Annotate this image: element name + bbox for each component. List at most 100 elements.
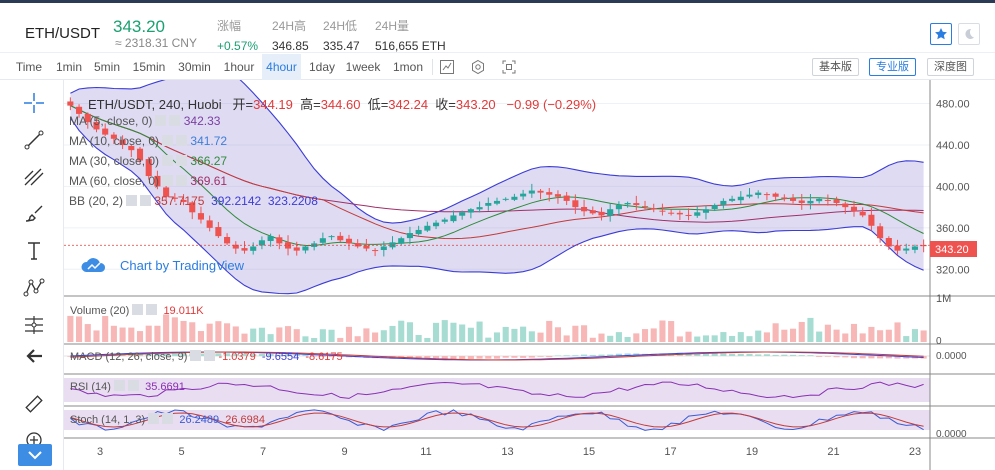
macd-histogram-bar	[798, 355, 805, 356]
gear-icon[interactable]	[162, 155, 174, 166]
gear-icon[interactable]	[113, 380, 125, 391]
candle-body	[311, 243, 318, 247]
basic-view-button[interactable]: 基本版	[812, 58, 859, 76]
symbol-info[interactable]: ETH/USDT, 240, Huobi	[88, 97, 222, 112]
volume-bar	[67, 315, 74, 342]
timeframe-1hour[interactable]: 1hour	[223, 60, 255, 74]
chart-type-button[interactable]	[438, 58, 456, 76]
stat-value: +0.57%	[217, 39, 259, 53]
favorite-button[interactable]	[930, 23, 952, 45]
volume-bar	[189, 322, 196, 342]
volume-bar	[772, 323, 779, 342]
timeframe-1week[interactable]: 1week	[345, 60, 381, 74]
close-icon[interactable]	[169, 115, 181, 126]
close-icon[interactable]	[176, 175, 188, 186]
rsi-legend[interactable]: RSI (14) 35.6691	[70, 380, 185, 393]
gear-icon[interactable]	[132, 304, 144, 315]
close-icon[interactable]	[204, 350, 216, 361]
gear-icon[interactable]	[148, 413, 160, 424]
candle-body	[659, 210, 666, 212]
volume-bar	[720, 332, 727, 342]
crosshair-tool[interactable]	[20, 89, 48, 117]
candle-body	[781, 197, 788, 199]
ma5-legend[interactable]: MA (5, close, 0) 342.33	[69, 114, 220, 128]
volume-bar	[197, 331, 205, 342]
tradingview-watermark[interactable]: Chart by TradingView	[80, 256, 244, 274]
text-tool[interactable]	[20, 237, 48, 265]
back-button[interactable]	[20, 342, 48, 370]
candle-body	[171, 197, 178, 199]
volume-bar	[128, 327, 135, 342]
theme-toggle-button[interactable]	[958, 23, 980, 45]
settings-button[interactable]	[469, 58, 487, 76]
macd-histogram-bar	[572, 355, 579, 356]
macd-histogram-bar	[563, 355, 570, 356]
timeframe-1min[interactable]: 1min	[55, 60, 82, 74]
candle-body	[493, 200, 501, 204]
macd-histogram-bar	[145, 353, 152, 356]
bb-basis: 357.7175	[154, 194, 205, 208]
candle-body	[267, 236, 274, 242]
time-axis-label: 21	[827, 446, 839, 458]
macd-histogram-bar	[685, 353, 692, 356]
close-icon[interactable]	[176, 155, 188, 166]
close-icon[interactable]	[146, 304, 158, 315]
gear-icon[interactable]	[190, 350, 202, 361]
depth-view-button[interactable]: 深度图	[927, 58, 974, 76]
bb-legend[interactable]: BB (20, 2) 357.7175 392.2142 323.2208	[69, 194, 318, 208]
close-icon[interactable]	[140, 195, 152, 206]
fib-tool[interactable]	[20, 163, 48, 191]
ma60-legend[interactable]: MA (60, close, 0) 369.61	[69, 174, 227, 188]
pattern-tool[interactable]	[20, 274, 48, 302]
timeframe-5min[interactable]: 5min	[93, 60, 120, 74]
ruler-tool[interactable]	[20, 390, 48, 418]
ma-name: MA (30, close, 0)	[69, 154, 160, 168]
gear-icon[interactable]	[162, 175, 174, 186]
fullscreen-button[interactable]	[500, 58, 518, 76]
candle-body	[720, 200, 727, 206]
ma10-legend[interactable]: MA (10, close, 0) 341.72	[69, 134, 227, 148]
gear-icon[interactable]	[126, 195, 138, 206]
measure-tool[interactable]	[20, 311, 48, 339]
pair-name[interactable]: ETH/USDT	[25, 25, 100, 42]
macd-legend[interactable]: MACD (12, 26, close, 9) -1.0379 -9.6554 …	[70, 350, 343, 363]
volume-bar	[293, 329, 300, 342]
close-icon[interactable]	[162, 413, 174, 424]
macd-histogram-bar	[136, 353, 144, 356]
ma30-legend[interactable]: MA (30, close, 0) 366.27	[69, 154, 227, 168]
current-price-label: 343.20	[935, 244, 969, 256]
bollinger-lower-line	[69, 117, 924, 295]
volume-bar	[624, 336, 631, 342]
close-label: 收=	[435, 97, 456, 112]
collapse-toolbar-button[interactable]	[18, 444, 52, 466]
candle-body	[502, 198, 509, 200]
macd-histogram-bar	[328, 356, 335, 358]
timeframe-1day[interactable]: 1day	[308, 60, 336, 74]
stoch-legend[interactable]: Stoch (14, 1, 3) 26.2489 26.6984	[70, 413, 265, 426]
ma-name: MA (10, close, 0)	[69, 134, 160, 148]
close-icon[interactable]	[127, 380, 139, 391]
timeframe-15min[interactable]: 15min	[132, 60, 166, 74]
macd-histogram-bar	[546, 356, 553, 358]
timeframe-time[interactable]: Time	[15, 60, 43, 74]
candle-body	[528, 190, 535, 194]
volume-legend[interactable]: Volume (20) 19.011K	[70, 304, 204, 317]
pro-view-button[interactable]: 专业版	[869, 58, 916, 76]
macd-histogram-bar	[789, 354, 797, 356]
timeframe-1mon[interactable]: 1mon	[392, 60, 424, 74]
stat-low: 24H低 335.47	[323, 17, 360, 53]
candle-body	[467, 209, 474, 213]
macd-histogram-bar	[154, 353, 161, 356]
volume-bar	[363, 328, 370, 342]
gear-icon[interactable]	[162, 135, 174, 146]
candle-body	[459, 212, 466, 216]
candle-body	[189, 202, 196, 213]
brush-tool[interactable]	[20, 200, 48, 228]
close-icon[interactable]	[176, 135, 188, 146]
gear-icon[interactable]	[155, 115, 167, 126]
macd-histogram-bar	[276, 354, 283, 356]
timeframe-4hour[interactable]: 4hour	[262, 54, 301, 80]
trend-line-tool[interactable]	[20, 126, 48, 154]
timeframe-30min[interactable]: 30min	[178, 60, 211, 74]
